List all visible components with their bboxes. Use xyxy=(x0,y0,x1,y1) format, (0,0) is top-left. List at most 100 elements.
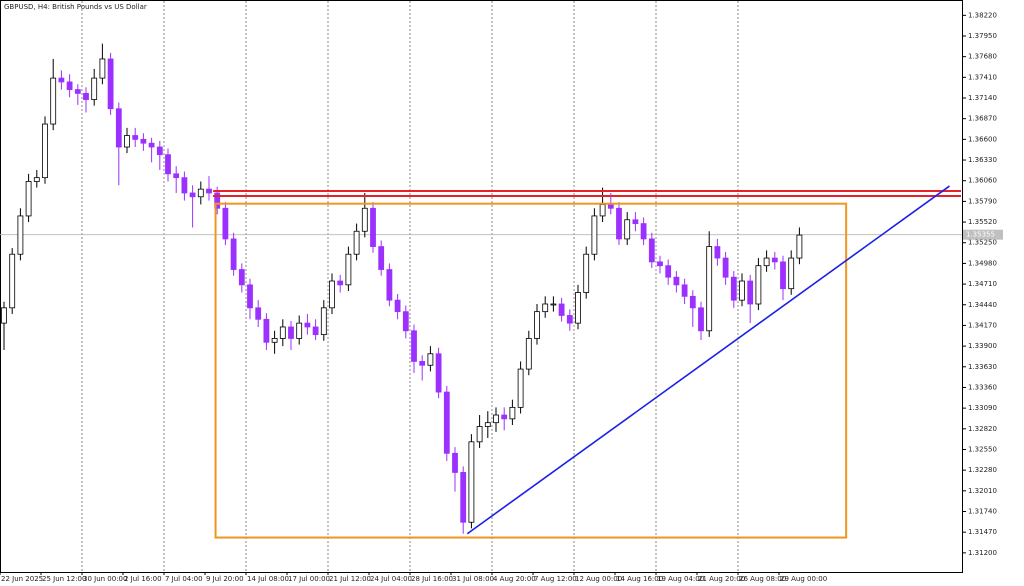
candle-body xyxy=(132,135,139,140)
candle-body xyxy=(33,177,40,182)
chart-title: GBPUSD, H4: British Pounds vs US Dollar xyxy=(4,3,147,11)
candle-body xyxy=(173,173,180,179)
candle-body xyxy=(263,318,270,343)
y-tick-label: 1.31740 xyxy=(968,508,997,516)
y-tick-label: 1.37410 xyxy=(968,73,997,81)
candle-body xyxy=(271,338,278,343)
y-tick-label: 1.35520 xyxy=(968,218,997,226)
x-tick-label: 7 Jul 04:00 xyxy=(165,575,203,583)
x-tick-label: 26 Aug 08:00 xyxy=(739,575,786,583)
y-tick-label: 1.34170 xyxy=(968,321,997,329)
candle-body xyxy=(370,207,376,247)
candle-body xyxy=(107,58,114,110)
candle-body xyxy=(591,215,598,255)
x-tick-label: 21 Jul 12:00 xyxy=(329,575,371,583)
candle-body xyxy=(189,192,196,198)
candle-body xyxy=(714,246,721,259)
candle-body xyxy=(599,204,606,217)
candle-body xyxy=(402,311,409,332)
candle-body xyxy=(632,219,639,224)
candle-body xyxy=(206,188,212,194)
candle-body xyxy=(66,81,73,90)
candle-body xyxy=(739,280,745,301)
candle-body xyxy=(165,154,171,175)
last-price-box xyxy=(963,229,1003,240)
y-tick-label: 1.37140 xyxy=(968,94,997,102)
candle-body xyxy=(58,77,65,83)
candle-body xyxy=(337,280,344,286)
plot-frame xyxy=(0,0,963,573)
y-tick-label: 1.36330 xyxy=(968,156,997,164)
candle-body xyxy=(493,414,499,424)
candle-body xyxy=(427,353,434,366)
candle-body xyxy=(706,246,713,332)
y-tick-label: 1.32280 xyxy=(968,466,997,474)
x-tick-label: 30 Jun 00:00 xyxy=(83,575,127,583)
candle-body xyxy=(755,265,762,305)
candle-body xyxy=(452,452,458,473)
candle-body xyxy=(50,77,57,125)
candle-body xyxy=(616,207,622,240)
candle-body xyxy=(329,280,335,309)
candle-body xyxy=(255,307,262,320)
y-tick-label: 1.33630 xyxy=(968,363,997,371)
candle-body xyxy=(148,142,155,148)
candle-body xyxy=(9,253,16,309)
candle-body xyxy=(730,276,737,301)
x-tick-label: 21 Aug 20:00 xyxy=(698,575,745,583)
candle-body xyxy=(247,284,253,309)
candle-body xyxy=(25,181,32,217)
candle-body xyxy=(468,441,475,523)
last-price-label: 1.35355 xyxy=(966,231,995,239)
y-tick-label: 1.31470 xyxy=(968,528,997,536)
y-tick-label: 1.34980 xyxy=(968,259,997,267)
candle-body xyxy=(509,406,516,420)
x-tick-label: 17 Jul 00:00 xyxy=(288,575,330,583)
y-tick-label: 1.35250 xyxy=(968,239,997,247)
candle-body xyxy=(640,223,647,240)
x-tick-label: 2 Jul 16:00 xyxy=(124,575,162,583)
candle-body xyxy=(124,135,130,148)
candle-body xyxy=(534,311,540,339)
candle-body xyxy=(181,177,188,194)
candle-body xyxy=(542,303,549,313)
candle-body xyxy=(583,253,590,293)
candle-body xyxy=(214,192,221,209)
candle-body xyxy=(411,330,417,362)
y-tick-label: 1.37950 xyxy=(968,32,997,40)
candle-body xyxy=(296,322,303,339)
candle-body xyxy=(550,303,557,306)
candle-body xyxy=(91,77,98,100)
x-tick-label: 25 Jun 12:00 xyxy=(42,575,86,583)
candle-body xyxy=(17,215,24,255)
candle-body xyxy=(525,338,532,370)
candle-body xyxy=(99,58,106,79)
y-tick-label: 1.38220 xyxy=(968,11,997,19)
candle-body xyxy=(648,238,655,263)
y-tick-label: 1.31200 xyxy=(968,549,997,557)
candle-body xyxy=(394,299,401,313)
x-tick-label: 24 Jul 04:00 xyxy=(370,575,412,583)
candle-body xyxy=(788,257,795,290)
candle-body xyxy=(476,426,483,443)
candle-body xyxy=(796,234,803,259)
range-box xyxy=(214,202,848,539)
candle-body xyxy=(435,353,442,393)
candle-body xyxy=(607,204,614,209)
x-tick-label: 7 Aug 12:00 xyxy=(534,575,577,583)
y-tick-label: 1.32820 xyxy=(968,425,997,433)
x-tick-label: 4 Aug 20:00 xyxy=(493,575,536,583)
candle-body xyxy=(345,253,352,286)
y-tick-label: 1.34440 xyxy=(968,301,997,309)
candle-body xyxy=(222,207,229,240)
y-tick-label: 1.33360 xyxy=(968,383,997,391)
candle-body xyxy=(386,269,393,301)
candle-body xyxy=(1,307,7,324)
candle-body xyxy=(665,265,672,278)
candle-body xyxy=(698,307,704,332)
candle-body xyxy=(443,391,450,454)
candle-body xyxy=(378,246,385,270)
candle-body xyxy=(230,238,237,270)
